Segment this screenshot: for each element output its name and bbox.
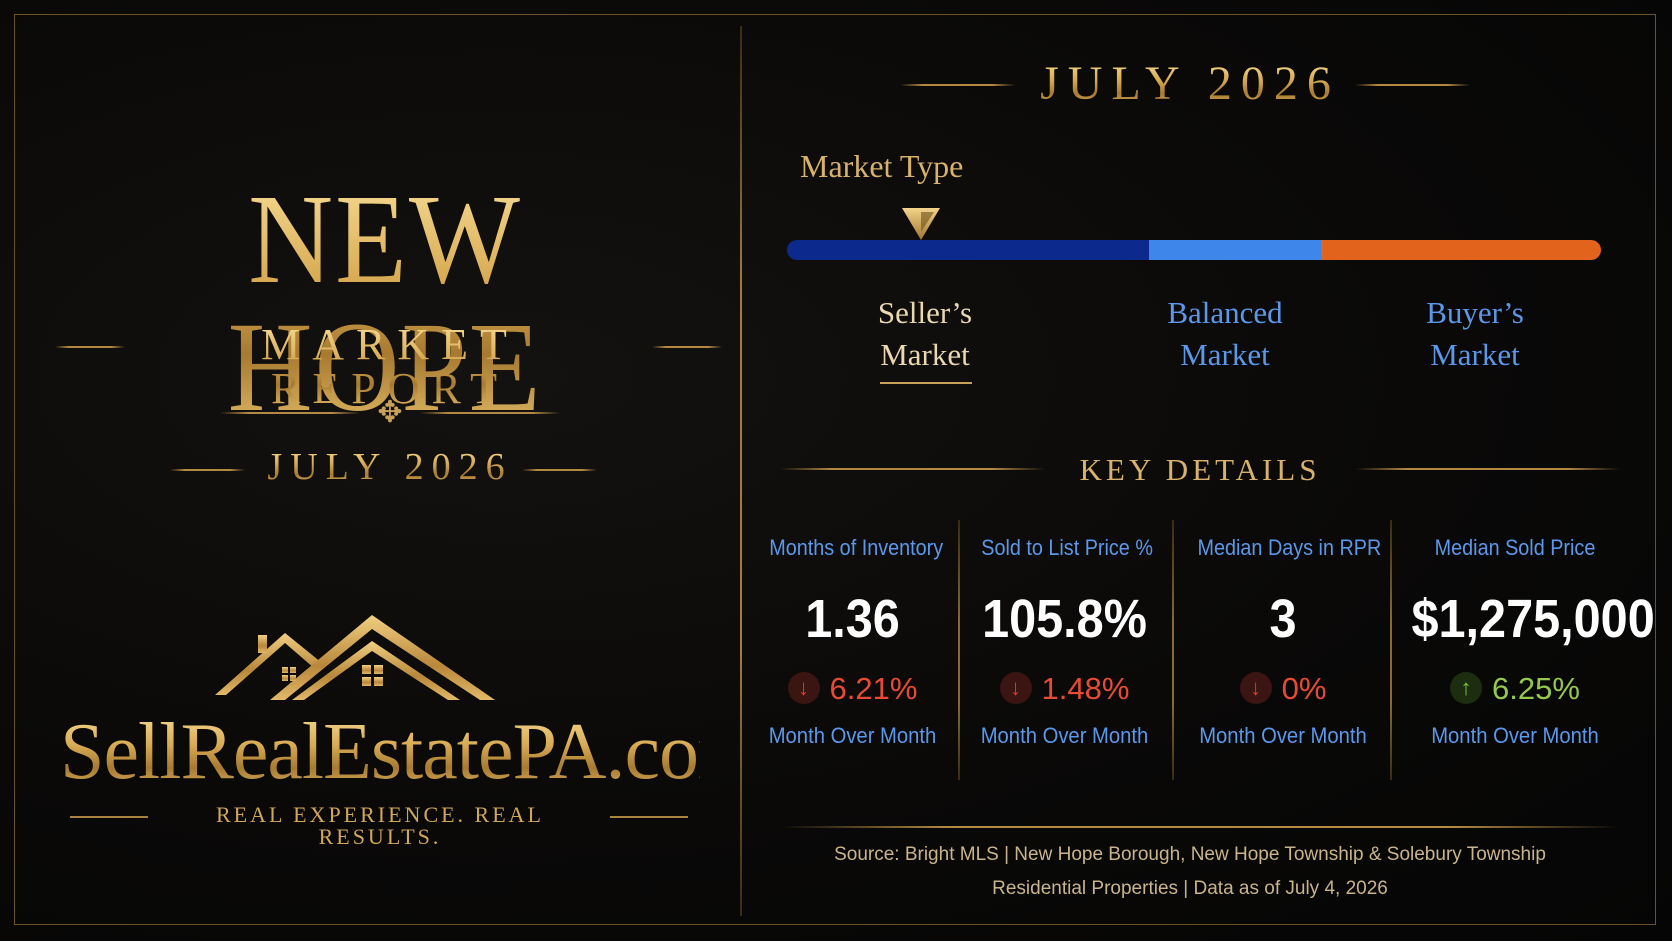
header-rule-right bbox=[1355, 84, 1470, 86]
stat-value: 105.8% bbox=[982, 589, 1147, 649]
stat-label: Months of Inventory bbox=[769, 535, 944, 560]
arrow-down-icon: ↓ bbox=[999, 672, 1032, 704]
fleur-ornament-icon: ✥ bbox=[377, 396, 403, 429]
ornament-rule-left bbox=[220, 412, 360, 414]
outer-frame bbox=[14, 14, 1656, 925]
stat-change: ↓ 6.21% bbox=[760, 668, 945, 708]
stat-period: Month Over Month bbox=[768, 723, 937, 748]
stat-value: 1.36 bbox=[805, 589, 900, 649]
stat-change-value: 0% bbox=[1281, 670, 1327, 706]
date-rule-left bbox=[170, 469, 245, 471]
site-name: SellRealEstatePA.com bbox=[60, 708, 760, 796]
scale-label-balanced-line1: Balanced bbox=[1167, 295, 1283, 330]
stat-sold-to-list: Sold to List Price % 105.8% ↓ 1.48% Mont… bbox=[972, 530, 1157, 780]
ornament-rule-right bbox=[420, 412, 560, 414]
vertical-divider bbox=[740, 26, 742, 916]
stat-divider bbox=[958, 520, 960, 780]
source-rule bbox=[780, 826, 1620, 828]
market-indicator-icon bbox=[902, 208, 940, 240]
stat-period: Month Over Month bbox=[1199, 723, 1367, 748]
scale-balanced-segment bbox=[1149, 240, 1321, 260]
market-type-label: Market Type bbox=[800, 148, 964, 184]
tagline-rule-right bbox=[610, 816, 688, 818]
arrow-up-icon: ↑ bbox=[1450, 672, 1483, 704]
stat-label: Sold to List Price % bbox=[981, 535, 1153, 560]
current-market-underline bbox=[880, 382, 972, 384]
scale-label-buyer-line2: Market bbox=[1430, 337, 1520, 372]
stat-median-days: Median Days in RPR 3 ↓ 0% Month Over Mon… bbox=[1188, 530, 1382, 780]
house-roof-logo-icon bbox=[215, 615, 495, 700]
stat-value: $1,275,000 bbox=[1411, 589, 1655, 649]
scale-label-buyer-line1: Buyer’s bbox=[1426, 295, 1524, 330]
report-subtitle: MARKET REPORT bbox=[140, 323, 640, 411]
key-details-title: KEY DETAILS bbox=[1079, 452, 1321, 487]
scale-label-balanced: Balanced Market bbox=[1140, 292, 1310, 376]
scale-label-seller: Seller’s Market bbox=[860, 292, 990, 376]
stat-change-value: 6.25% bbox=[1492, 670, 1580, 706]
scale-seller-segment bbox=[787, 240, 1149, 260]
stat-period: Month Over Month bbox=[980, 723, 1149, 748]
header-date: JULY 2026 bbox=[1020, 60, 1360, 108]
stat-months-inventory: Months of Inventory 1.36 ↓ 6.21% Month O… bbox=[760, 530, 945, 780]
tagline: REAL EXPERIENCE. REAL RESULTS. bbox=[216, 802, 544, 849]
header-rule-left bbox=[900, 84, 1015, 86]
key-details-rule-right bbox=[1355, 468, 1620, 470]
subtitle-rule-left bbox=[55, 346, 125, 348]
report-title: NEW HOPE bbox=[81, 175, 688, 431]
scale-label-seller-line2: Market bbox=[880, 337, 970, 372]
source-note: Source: Bright MLS | New Hope Borough, N… bbox=[770, 838, 1610, 906]
subtitle-rule-right bbox=[652, 346, 722, 348]
stat-change-value: 1.48% bbox=[1041, 670, 1130, 706]
source-line-2: Residential Properties | Data as of July… bbox=[992, 878, 1388, 899]
arrow-down-icon: ↓ bbox=[787, 672, 820, 704]
scale-label-balanced-line2: Market bbox=[1180, 337, 1270, 372]
stat-label: Median Sold Price bbox=[1434, 535, 1596, 560]
key-details-rule-left bbox=[780, 468, 1045, 470]
stat-change: ↑ 6.25% bbox=[1400, 668, 1630, 708]
stat-label: Median Days in RPR bbox=[1197, 535, 1382, 560]
stat-period: Month Over Month bbox=[1431, 723, 1599, 748]
date-rule-right bbox=[522, 469, 597, 471]
stat-median-sold-price: Median Sold Price $1,275,000 ↑ 6.25% Mon… bbox=[1400, 530, 1655, 780]
report-date: JULY 2026 bbox=[240, 448, 540, 486]
scale-label-buyer: Buyer’s Market bbox=[1400, 292, 1550, 376]
scale-label-seller-line1: Seller’s bbox=[877, 295, 973, 330]
stat-change: ↓ 1.48% bbox=[972, 668, 1157, 708]
tagline-rule-left bbox=[70, 816, 148, 818]
arrow-down-icon: ↓ bbox=[1239, 672, 1272, 704]
scale-buyer-segment bbox=[1321, 240, 1601, 260]
stat-change-value: 6.21% bbox=[829, 670, 918, 706]
stat-value: 3 bbox=[1269, 589, 1297, 649]
stat-divider bbox=[1172, 520, 1174, 780]
stat-change: ↓ 0% bbox=[1188, 668, 1378, 708]
source-line-1: Source: Bright MLS | New Hope Borough, N… bbox=[834, 844, 1546, 865]
stat-divider bbox=[1390, 520, 1392, 780]
